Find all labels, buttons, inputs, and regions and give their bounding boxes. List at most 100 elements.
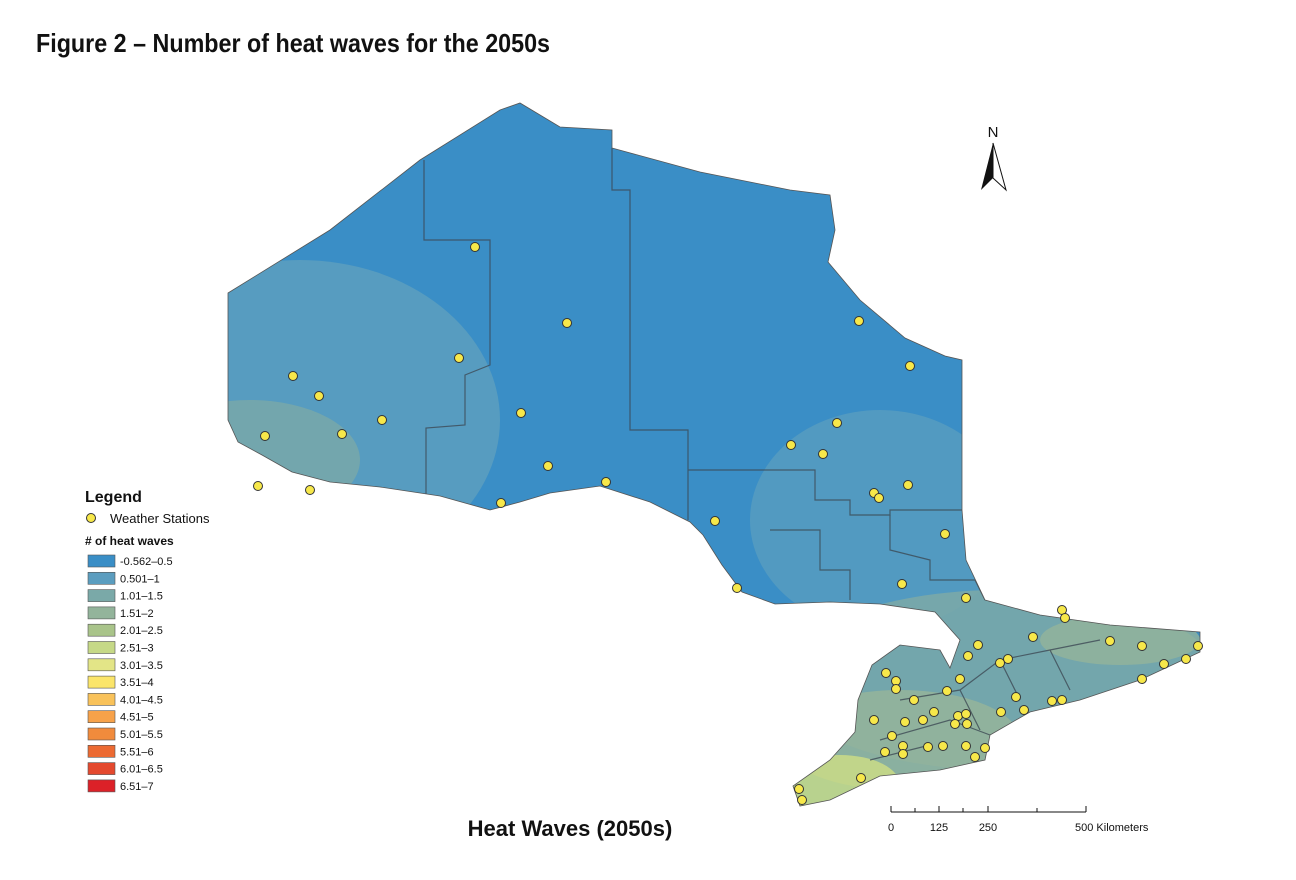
- weather-station: [963, 651, 973, 661]
- legend-swatch: [87, 589, 116, 602]
- weather-station: [996, 707, 1006, 717]
- legend-label: -0.562–0.5: [120, 556, 173, 568]
- scale-bar: 0 125 250 500 Kilometers: [888, 806, 1149, 834]
- weather-station: [942, 686, 952, 696]
- map-title: Heat Waves (2050s): [468, 816, 673, 841]
- weather-station: [1019, 705, 1029, 715]
- classes-title: # of heat waves: [85, 534, 174, 548]
- weather-station: [377, 415, 387, 425]
- legend-swatch: [87, 606, 116, 620]
- legend-label: 4.51–5: [120, 712, 154, 724]
- weather-station: [897, 579, 907, 589]
- weather-station: [962, 719, 972, 729]
- weather-station: [955, 674, 965, 684]
- weather-station: [260, 431, 270, 441]
- legend-swatch: [87, 641, 116, 654]
- weather-station: [874, 493, 884, 503]
- north-label: N: [988, 124, 999, 141]
- weather-station: [950, 719, 960, 729]
- legend-label: 1.01–1.5: [120, 591, 163, 603]
- weather-station: [881, 668, 891, 678]
- legend-swatch: [87, 710, 116, 724]
- weather-station: [1003, 654, 1013, 664]
- legend-label: 5.01–5.5: [120, 729, 163, 741]
- weather-station: [1011, 692, 1021, 702]
- legend-label: 2.01–2.5: [120, 625, 163, 637]
- legend-label: 5.51–6: [120, 746, 154, 758]
- weather-station: [900, 717, 910, 727]
- weather-station: [970, 752, 980, 762]
- legend-swatch: [87, 779, 116, 793]
- weather-station: [543, 461, 553, 471]
- weather-station: [305, 485, 315, 495]
- legend-swatch: [87, 675, 116, 689]
- weather-station: [869, 715, 879, 725]
- scale-label: 500 Kilometers: [1075, 822, 1149, 834]
- legend-swatch: [87, 658, 116, 672]
- weather-station: [1105, 636, 1115, 646]
- weather-station: [1057, 695, 1067, 705]
- weather-station: [961, 741, 971, 751]
- weather-station: [909, 695, 919, 705]
- legend-label: 6.51–7: [120, 781, 154, 793]
- weather-station: [995, 658, 1005, 668]
- legend-label: 3.01–3.5: [120, 660, 163, 672]
- map-surface: [228, 103, 1200, 806]
- legend-swatch: [87, 554, 116, 568]
- weather-station: [1137, 641, 1147, 651]
- legend-swatch: [87, 762, 116, 775]
- legend-title: Legend: [85, 489, 142, 506]
- weather-station: [880, 747, 890, 757]
- weather-station: [337, 429, 347, 439]
- weather-station: [938, 741, 948, 751]
- weather-station: [797, 795, 807, 805]
- weather-station: [887, 731, 897, 741]
- weather-station: [918, 715, 928, 725]
- scale-label: 0: [888, 822, 894, 834]
- weather-station: [940, 529, 950, 539]
- weather-station: [973, 640, 983, 650]
- legend-label: 0.501–1: [120, 573, 160, 585]
- weather-station: [710, 516, 720, 526]
- weather-station: [832, 418, 842, 428]
- weather-station: [1047, 696, 1057, 706]
- weather-station: [470, 242, 480, 252]
- legend-swatch: [87, 623, 116, 637]
- station-symbol: [86, 513, 96, 523]
- legend-label: 3.51–4: [120, 677, 154, 689]
- legend-label: 6.01–6.5: [120, 764, 163, 776]
- legend: Legend Weather Stations # of heat waves …: [85, 489, 210, 793]
- scale-label: 250: [979, 822, 997, 834]
- weather-station: [253, 481, 263, 491]
- weather-station: [1181, 654, 1191, 664]
- legend-swatch: [87, 727, 116, 741]
- weather-station: [794, 784, 804, 794]
- north-arrow: N: [981, 124, 1007, 192]
- weather-station: [1193, 641, 1203, 651]
- weather-station: [1028, 632, 1038, 642]
- weather-station: [923, 742, 933, 752]
- weather-station: [929, 707, 939, 717]
- weather-station: [1060, 613, 1070, 623]
- legend-label: 4.01–4.5: [120, 694, 163, 706]
- weather-station: [562, 318, 572, 328]
- weather-station: [1137, 674, 1147, 684]
- weather-station: [496, 498, 506, 508]
- weather-station: [314, 391, 324, 401]
- weather-station: [961, 593, 971, 603]
- figure-title: Figure 2 – Number of heat waves for the …: [36, 28, 550, 58]
- weather-station: [854, 316, 864, 326]
- legend-swatch: [87, 693, 116, 706]
- weather-station: [898, 749, 908, 759]
- weather-station: [818, 449, 828, 459]
- weather-station: [732, 583, 742, 593]
- weather-station: [905, 361, 915, 371]
- stations-label: Weather Stations: [110, 511, 210, 526]
- weather-station: [454, 353, 464, 363]
- weather-station: [786, 440, 796, 450]
- weather-station: [903, 480, 913, 490]
- weather-station: [856, 773, 866, 783]
- stations: [253, 242, 1203, 805]
- legend-label: 2.51–3: [120, 643, 154, 655]
